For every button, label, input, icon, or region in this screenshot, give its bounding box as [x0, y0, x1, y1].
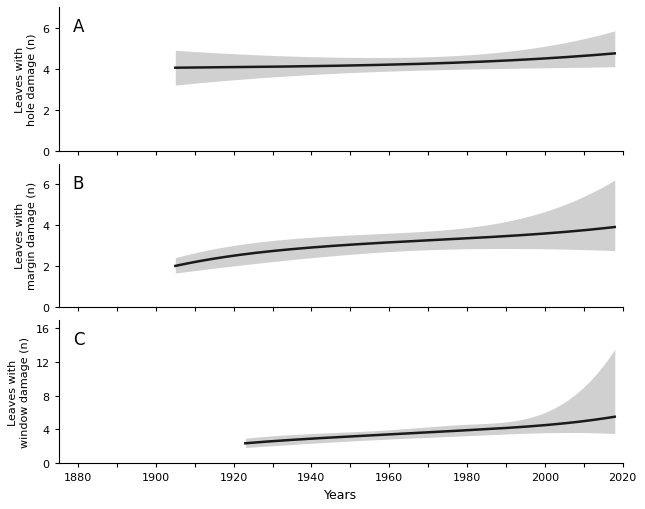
Text: B: B: [73, 174, 84, 192]
Y-axis label: Leaves with
window damage (n): Leaves with window damage (n): [8, 336, 30, 447]
Y-axis label: Leaves with
hole damage (n): Leaves with hole damage (n): [15, 34, 37, 126]
X-axis label: Years: Years: [324, 488, 357, 501]
Text: C: C: [73, 330, 84, 348]
Text: A: A: [73, 18, 84, 36]
Y-axis label: Leaves with
margin damage (n): Leaves with margin damage (n): [15, 182, 37, 290]
